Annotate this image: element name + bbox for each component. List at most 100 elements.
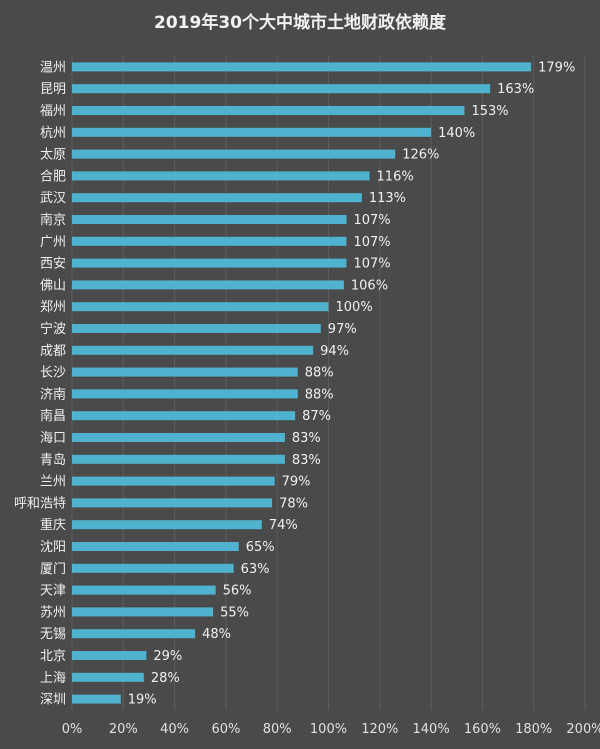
category-label-5: 合肥 (40, 169, 66, 184)
x-tick-label-0: 0% (62, 722, 83, 737)
x-tick-label-1: 20% (109, 722, 138, 737)
category-label-19: 兰州 (40, 475, 66, 490)
bar-4 (72, 149, 396, 159)
value-label-5: 116% (377, 169, 414, 184)
category-label-3: 杭州 (40, 126, 66, 141)
bar-13 (72, 345, 314, 355)
category-label-11: 郑州 (40, 300, 66, 315)
category-label-27: 北京 (40, 649, 66, 664)
value-label-29: 19% (128, 693, 157, 708)
category-label-17: 海口 (40, 431, 66, 446)
category-label-25: 苏州 (40, 604, 66, 620)
category-label-12: 宁波 (40, 321, 66, 337)
value-label-3: 140% (438, 126, 475, 141)
category-label-23: 厦门 (40, 562, 66, 577)
value-label-8: 107% (353, 235, 390, 250)
value-label-2: 153% (471, 104, 508, 119)
value-label-6: 113% (369, 191, 406, 206)
value-label-26: 48% (202, 627, 231, 642)
bar-23 (72, 563, 234, 573)
value-label-18: 83% (292, 453, 321, 468)
category-label-29: 深圳 (40, 693, 66, 708)
bar-21 (72, 520, 262, 530)
category-label-1: 昆明 (40, 82, 66, 97)
x-tick-label-8: 160% (464, 722, 501, 737)
bar-3 (72, 127, 432, 137)
bar-10 (72, 280, 344, 290)
category-label-16: 南昌 (40, 408, 66, 424)
value-label-7: 107% (353, 213, 390, 228)
bar-0 (72, 62, 532, 72)
value-label-21: 74% (269, 518, 298, 533)
value-label-4: 126% (402, 148, 439, 163)
category-label-9: 西安 (40, 257, 66, 272)
value-label-1: 163% (497, 82, 534, 97)
category-label-8: 广州 (40, 235, 66, 250)
bar-15 (72, 389, 298, 399)
bar-1 (72, 84, 491, 94)
x-tick-label-10: 200% (566, 722, 600, 737)
x-tick-label-4: 80% (263, 722, 292, 737)
value-label-11: 100% (336, 300, 373, 315)
value-label-16: 87% (302, 409, 331, 424)
chart-title: 2019年30个大中城市土地财政依赖度 (154, 13, 446, 33)
bar-17 (72, 433, 285, 442)
bar-22 (72, 542, 239, 551)
category-label-4: 太原 (40, 148, 66, 163)
value-label-12: 97% (328, 322, 357, 337)
x-tick-label-9: 180% (515, 722, 552, 737)
value-label-19: 79% (282, 475, 311, 490)
bar-25 (72, 607, 214, 617)
bar-29 (72, 694, 121, 704)
category-label-24: 天津 (40, 584, 66, 599)
value-label-0: 179% (538, 60, 575, 75)
category-label-6: 武汉 (40, 191, 66, 206)
value-label-15: 88% (305, 387, 334, 402)
x-tick-label-3: 60% (211, 722, 240, 737)
bar-5 (72, 171, 370, 181)
bar-14 (72, 367, 298, 377)
category-label-22: 沈阳 (40, 540, 66, 555)
category-label-13: 成都 (40, 344, 66, 359)
bar-28 (72, 672, 144, 682)
value-label-27: 29% (153, 649, 182, 664)
x-tick-label-7: 140% (413, 722, 450, 737)
bar-7 (72, 215, 347, 224)
bar-8 (72, 236, 347, 246)
bar-11 (72, 302, 329, 312)
bar-16 (72, 411, 296, 421)
category-label-7: 南京 (40, 212, 66, 228)
bar-27 (72, 651, 147, 660)
bar-2 (72, 106, 465, 115)
category-label-0: 温州 (40, 60, 66, 75)
value-label-13: 94% (320, 344, 349, 359)
bar-24 (72, 585, 216, 595)
value-label-10: 106% (351, 278, 388, 293)
value-label-24: 56% (223, 584, 252, 599)
value-label-25: 55% (220, 605, 249, 620)
bar-9 (72, 258, 347, 268)
value-label-20: 78% (279, 496, 308, 511)
bar-20 (72, 498, 273, 508)
value-label-22: 65% (246, 540, 275, 555)
bar-18 (72, 454, 285, 464)
value-label-17: 83% (292, 431, 321, 446)
category-label-15: 济南 (40, 386, 66, 402)
category-label-26: 无锡 (40, 627, 66, 642)
x-tick-label-6: 120% (361, 722, 398, 737)
category-label-21: 重庆 (40, 517, 66, 533)
bar-26 (72, 629, 196, 639)
value-label-28: 28% (151, 671, 180, 686)
category-label-14: 长沙 (40, 366, 66, 381)
value-label-9: 107% (353, 257, 390, 272)
category-label-18: 青岛 (40, 452, 66, 468)
bar-19 (72, 476, 275, 486)
x-tick-label-5: 100% (310, 722, 347, 737)
value-label-14: 88% (305, 366, 334, 381)
bar-12 (72, 324, 321, 333)
bar-6 (72, 193, 362, 203)
x-tick-label-2: 40% (160, 722, 189, 737)
category-label-10: 佛山 (40, 278, 66, 293)
